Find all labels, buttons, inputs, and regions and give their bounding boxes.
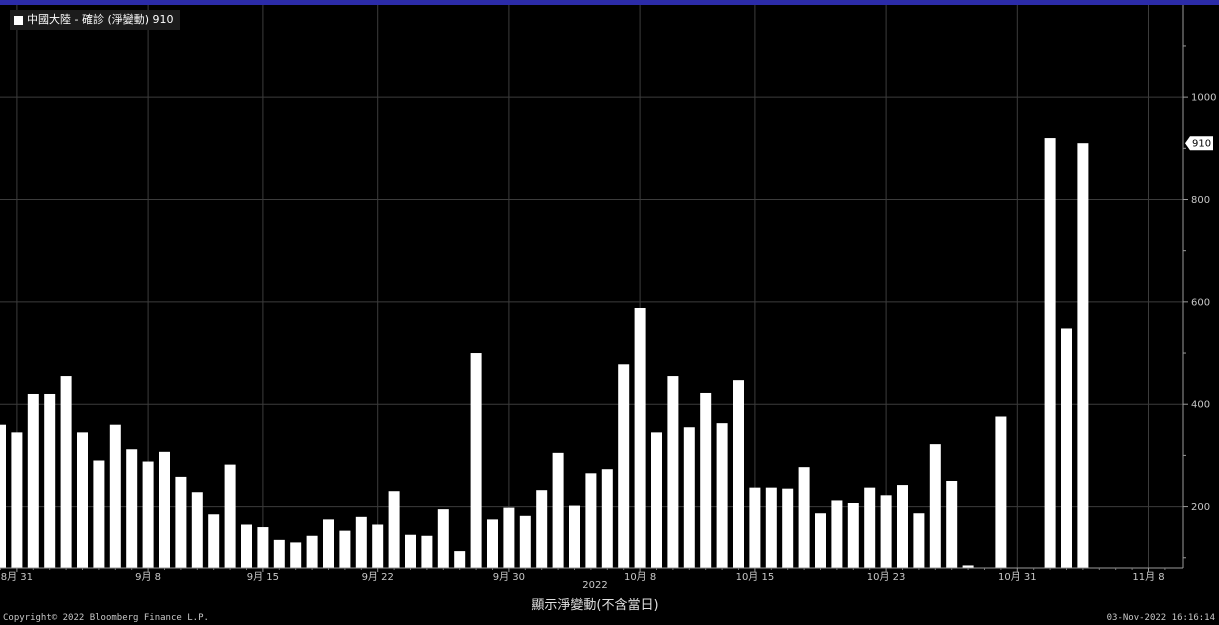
bar <box>929 444 941 568</box>
bar <box>487 519 498 568</box>
bar <box>273 539 285 568</box>
bar <box>618 364 630 568</box>
bar <box>601 469 613 568</box>
bar <box>126 449 138 568</box>
bar <box>995 416 1007 568</box>
bar <box>815 513 826 568</box>
bar <box>175 476 187 568</box>
bar <box>585 473 597 568</box>
y-tick-label: 1000 <box>1191 93 1216 104</box>
bar <box>897 485 908 568</box>
last-value-tag <box>1185 136 1213 151</box>
y-tick-label: 400 <box>1191 400 1210 411</box>
bar <box>109 424 121 568</box>
bar <box>93 460 105 568</box>
bar <box>782 488 794 568</box>
bar <box>44 393 56 568</box>
bar <box>77 432 88 568</box>
x-tick-label: 11月 8 <box>1132 571 1164 583</box>
bar <box>470 353 482 568</box>
bar <box>667 376 679 568</box>
bar <box>355 516 367 568</box>
bar <box>1077 143 1089 568</box>
copyright-text: Copyright© 2022 Bloomberg Finance L.P. <box>3 613 209 623</box>
bar <box>0 424 6 568</box>
bar <box>290 542 302 568</box>
bar <box>519 515 531 568</box>
last-value-label: 910 <box>1192 139 1211 150</box>
bar <box>224 464 236 568</box>
y-axis-ticks: 200 400 600 800 1000 <box>1183 45 1216 559</box>
x-tick-label: 9月 15 <box>247 571 279 583</box>
bar <box>27 393 39 568</box>
x-tick-label: 8月 31 <box>1 571 33 583</box>
bar <box>372 524 384 568</box>
x-axis-year-label: 2022 <box>582 580 608 591</box>
bar <box>536 490 548 568</box>
bar <box>634 307 646 568</box>
bar <box>1061 328 1072 568</box>
x-axis-ticks: 8月 31 9月 8 9月 15 9月 22 9月 30 10月 8 10月 15 10月 2… <box>0 568 1166 583</box>
bar <box>405 534 416 568</box>
x-tick-label: 9月 22 <box>362 571 394 583</box>
bar <box>503 507 515 568</box>
bar <box>913 513 925 568</box>
bar <box>241 524 252 568</box>
legend: 中國大陸 - 確診 (淨變動) 910 <box>10 10 180 30</box>
x-tick-label: 9月 8 <box>135 571 161 583</box>
bars <box>0 138 1089 568</box>
bar <box>11 432 23 568</box>
bar <box>257 527 269 568</box>
bar <box>700 392 712 568</box>
x-tick-label: 10月 8 <box>624 571 656 583</box>
bar <box>569 505 580 568</box>
x-tick-label: 10月 15 <box>736 571 775 583</box>
last-value-marker: 910 <box>1185 136 1213 151</box>
bar <box>880 495 892 568</box>
bar <box>208 514 220 568</box>
bar <box>683 427 695 568</box>
x-tick-label: 10月 31 <box>998 571 1037 583</box>
bar <box>847 502 859 568</box>
bar <box>142 461 154 568</box>
bar <box>552 452 564 568</box>
bar <box>388 491 400 568</box>
bar <box>454 551 466 568</box>
bar <box>946 480 958 568</box>
bar <box>798 467 810 568</box>
bar <box>864 487 876 568</box>
bar <box>962 565 974 568</box>
bar <box>60 376 72 568</box>
bar <box>437 509 449 568</box>
bar <box>1044 138 1056 568</box>
legend-label: 中國大陸 - 確診 (淨變動) 910 <box>27 13 174 26</box>
bar <box>191 492 203 568</box>
y-tick-label: 800 <box>1191 195 1210 206</box>
bar <box>749 487 761 568</box>
top-accent-bar <box>0 0 1219 5</box>
legend-swatch <box>14 15 23 25</box>
bar <box>339 530 351 568</box>
bar <box>421 535 433 568</box>
x-tick-label: 10月 23 <box>867 571 906 583</box>
bar <box>765 487 777 568</box>
bar <box>733 380 744 568</box>
chart-footnote: 顯示淨變動(不含當日) <box>531 598 659 613</box>
y-tick-label: 200 <box>1191 502 1210 513</box>
bar <box>323 519 334 568</box>
bar <box>831 500 843 568</box>
bar <box>306 535 318 568</box>
bar <box>716 423 728 568</box>
bar <box>159 451 170 568</box>
timestamp-text: 03-Nov-2022 16:16:14 <box>1106 613 1215 623</box>
x-tick-label: 9月 30 <box>493 571 525 583</box>
y-tick-label: 600 <box>1191 297 1210 308</box>
bar <box>651 432 662 568</box>
